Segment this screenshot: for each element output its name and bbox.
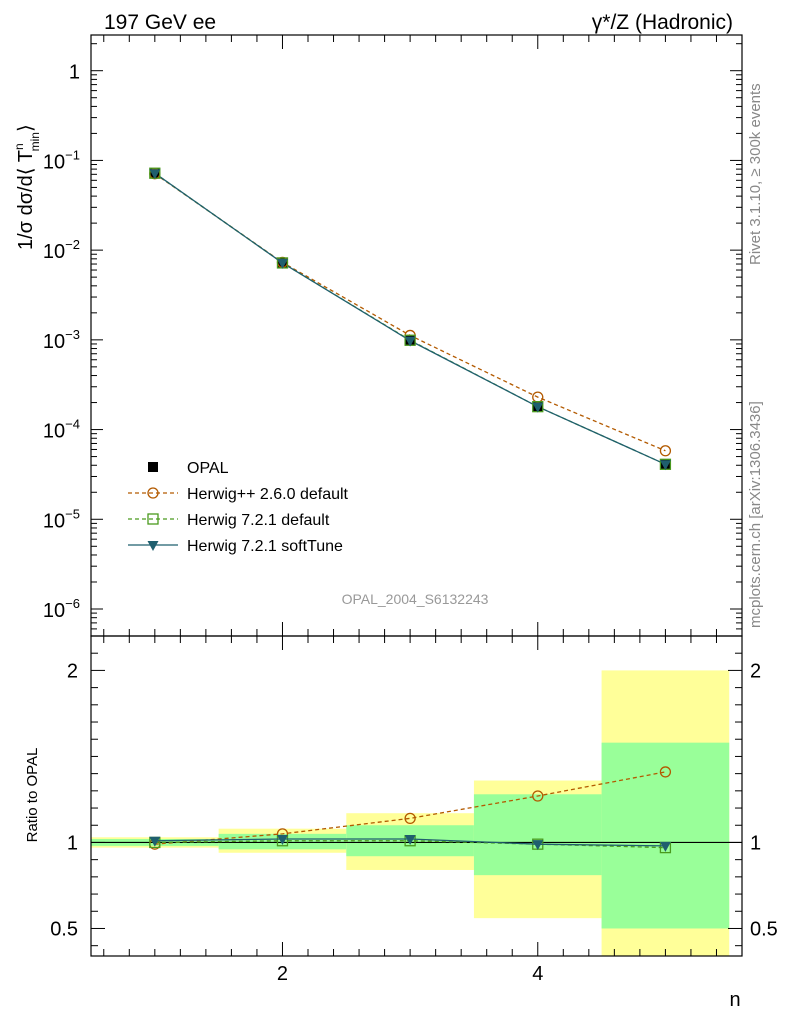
legend-marker-herwig721 [147,513,159,525]
legend-label: Herwig 7.2.1 default [187,512,330,529]
main-y-tick-label: 1 [69,62,80,84]
main-y-tick-label: 10−2 [43,237,80,263]
main-point-softtune [276,258,288,269]
ratio-band-inner [601,742,730,929]
header-right: γ*/Z (Hadronic) [592,11,733,34]
ratio-point-softtune [404,835,416,846]
ratio-point-herwigpp [659,766,672,778]
mcplots-label: mcplots.cern.ch [arXiv:1306.3436] [747,401,764,628]
main-point-softtune [404,336,416,347]
main-point-softtune [532,402,544,413]
legend-label: Herwig++ 2.6.0 default [187,486,349,503]
ratio-band-inner [473,794,602,876]
main-y-tick-label: 10−1 [43,147,80,173]
ratio-y-tick-label-left: 2 [67,660,78,682]
ratio-point-softtune [532,840,544,851]
legend-marker-data [148,462,158,472]
x-tick-label: 4 [532,963,543,985]
main-point-softtune [149,169,161,180]
main-y-label-sub: min [28,132,42,151]
ratio-y-tick-label-right: 2 [750,660,761,682]
header-left: 197 GeV ee [104,11,216,34]
main-series-line-herwig721 [154,172,666,465]
main-series-line-softtune [154,172,666,465]
x-axis-label: n [729,989,740,1011]
ratio-point-softtune [659,841,671,852]
main-y-label-sup: n [12,143,26,150]
main-y-label: 1/σ dσ/d⟨ Tn min⟩ [12,124,42,250]
ratio-y-tick-label-right: 1 [750,832,761,854]
ratio-y-tick-label-left: 0.5 [50,918,78,940]
legend-marker-softtune [147,541,159,551]
main-panel: 1 10−1 10−2 10−3 10−4 10−5 10−6 [43,34,743,637]
legend-label: OPAL [187,460,229,477]
main-series-line-herwigpp [154,173,666,452]
ratio-y-tick-label-right: 0.5 [750,918,778,940]
main-point-herwigpp [659,445,672,457]
ratio-point-herwigpp [404,812,416,825]
main-y-tick-label: 10−3 [43,327,80,353]
x-tick-label: 2 [277,963,288,985]
ratio-point-softtune [149,836,161,847]
ratio-y-label: Ratio to OPAL [24,748,41,843]
main-y-label-text: 1/σ dσ/d⟨ T [15,150,37,250]
main-y-tick-label: 10−4 [43,417,80,443]
legend-label: Herwig 7.2.1 softTune [187,538,343,555]
ratio-point-softtune [276,835,288,846]
ratio-panel: 2 4 0.5 0.5 1 1 2 2 [50,635,778,985]
ratio-y-tick-label-left: 1 [67,832,78,854]
analysis-label: OPAL_2004_S6132243 [342,591,489,607]
legend-marker-herwigpp [147,487,159,499]
main-y-tick-label: 10−6 [43,596,80,622]
main-y-tick-label: 10−5 [43,506,80,532]
ratio-series-line-herwigpp [154,771,666,845]
rivet-label: Rivet 3.1.10, ≥ 300k events [747,83,764,265]
legend: OPAL Herwig++ 2.6.0 default Herwig 7.2.1 d… [128,460,349,555]
ratio-frame [90,635,743,957]
main-y-label-close: ⟩ [15,124,37,132]
ratio-point-herwigpp [532,790,544,802]
main-point-softtune [659,460,671,471]
